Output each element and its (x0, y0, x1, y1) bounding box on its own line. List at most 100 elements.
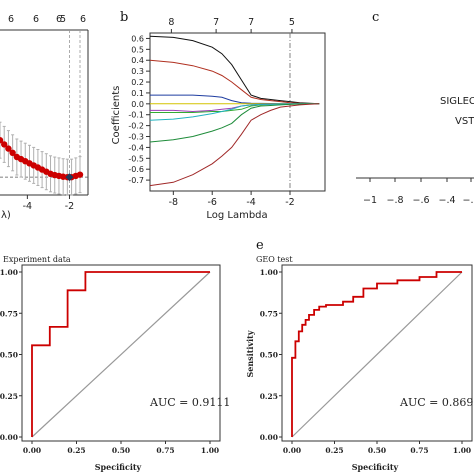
panel-e: e GEO test Sensitivity 1.000.750.500.250… (245, 238, 474, 472)
panel-b: b Coefficients 8 7 7 5 0.6 0.5 0.4 0.3 0.2 0.1 0.… (111, 10, 326, 221)
panel-b-series-line (149, 103, 320, 143)
panel-b-top-tick: 5 (289, 17, 295, 28)
panel-b-y-ticks: 0.6 0.5 0.4 0.3 0.2 0.1 0.0 -0.1 -0.2 -0.3-0.4 -0.… (128, 34, 150, 185)
panel-e-x-tick: 1.00 (453, 446, 471, 455)
panel-c: c SIGLEC VST −1 −.8 −.6 −.4 −.2 (356, 10, 474, 206)
panel-a-top-tick: 6 (56, 14, 62, 25)
panel-b-y-tick: -0.2 (128, 122, 144, 131)
panel-a-top-tick: 6 (80, 14, 86, 25)
panel-a-point (76, 171, 84, 178)
panel-d-title: Experiment data (3, 255, 71, 264)
panel-b-y-tick: 0.0 (131, 100, 144, 109)
panel-c-letter: c (372, 10, 379, 25)
panel-a-top-tick: 5 (60, 14, 66, 25)
panel-c-x-tick: −.4 (438, 195, 455, 206)
panel-e-y-tick: 0.00 (260, 433, 278, 442)
panel-b-y-label: Coefficients (111, 86, 122, 145)
panel-e-x-label: Specificity (352, 462, 399, 472)
panel-e-x-ticks: 0.00 0.25 0.50 0.75 1.00 (283, 441, 471, 455)
panel-e-y-tick: 0.50 (260, 351, 278, 360)
panel-b-x-tick: -4 (246, 197, 255, 208)
panel-d-plot (31, 271, 211, 438)
panel-b-y-tick: 0.5 (131, 45, 144, 54)
panel-b-y-tick: -0.4 (128, 143, 144, 152)
panel-a-top-tick: 6 (33, 14, 39, 25)
panel-d-auc: AUC = 0.9111 (149, 396, 230, 409)
panel-a-x-ticks: -4 -2 (23, 195, 74, 212)
panel-b-series-line (149, 59, 320, 105)
panel-b-y-tick: 0.1 (131, 89, 144, 98)
panel-d-frame (21, 264, 221, 442)
panel-c-x-tick: −1 (363, 195, 377, 206)
panel-a-points (0, 121, 84, 196)
panel-c-x-tick: −.6 (412, 195, 429, 206)
panel-c-label: SIGLEC (440, 96, 474, 107)
panel-b-y-tick: 0.3 (131, 67, 144, 76)
panel-e-frame (281, 264, 473, 442)
panel-c-x-tick: −.8 (386, 195, 403, 206)
panel-d-diagonal (31, 271, 211, 438)
panel-b-top-tick: 7 (248, 17, 254, 28)
panel-c-x-tick: −.2 (462, 195, 474, 206)
panel-d-y-tick: 0.25 (0, 392, 18, 401)
panel-b-y-tick: 0.4 (131, 56, 144, 65)
panel-b-x-tick: -8 (169, 197, 178, 208)
panel-a-point (9, 149, 16, 156)
panel-d-x-tick: 1.00 (201, 446, 219, 455)
panel-e-diagonal (291, 271, 463, 438)
panel-a-point (1, 141, 8, 148)
panel-e-y-label: Sensitivity (245, 330, 255, 377)
panel-b-top-tick: 7 (213, 17, 219, 28)
panel-b-y-tick: -0.1 (128, 111, 144, 120)
panel-d-x-label: Specificity (95, 462, 142, 472)
panel-d-x-tick: 0.50 (112, 446, 130, 455)
panel-e-roc-curve (291, 271, 462, 437)
panel-b-x-tick: -2 (285, 197, 294, 208)
panel-d-roc-curve (31, 271, 210, 437)
panel-b-x-label: Log Lambda (206, 210, 267, 221)
panel-d-y-tick: 0.50 (0, 351, 18, 360)
panel-d-x-tick: 0.75 (156, 446, 174, 455)
panel-b-y-tick: 0.2 (131, 78, 144, 87)
panel-e-title: GEO test (256, 255, 293, 264)
panel-b-x-ticks: -8 -6 -4 -2 (169, 191, 295, 208)
panel-b-y-tick: -0.5 (128, 154, 144, 163)
panel-b-series-line (149, 103, 320, 187)
panel-a-x-tick: -4 (23, 201, 32, 212)
panel-b-y-tick: -0.6 (128, 165, 144, 174)
panel-a-top-tick: 6 (8, 14, 14, 25)
panel-d-x-tick: 0.25 (67, 446, 85, 455)
panel-e-x-tick: 0.75 (410, 446, 428, 455)
panel-d-y-tick: 0.00 (0, 433, 18, 442)
panel-a-x-tick: -2 (65, 201, 74, 212)
panel-e-auc: AUC = 0.8691 (399, 396, 474, 409)
panel-e-letter: e (256, 238, 264, 253)
panel-e-x-tick: 0.25 (325, 446, 343, 455)
panel-b-series-line (149, 35, 320, 105)
panel-d-y-tick: 1.00 (0, 268, 18, 277)
panel-a-x-label: λ) (1, 210, 11, 221)
panel-b-series (149, 33, 320, 191)
panel-b-x-tick: -6 (207, 197, 216, 208)
panel-e-x-tick: 0.00 (283, 446, 301, 455)
panel-d-x-tick: 0.00 (23, 446, 41, 455)
panel-c-label: VST (455, 116, 474, 127)
panel-a-min-marker (65, 173, 74, 182)
panel-e-y-tick: 1.00 (260, 268, 278, 277)
panel-d-x-ticks: 0.00 0.25 0.50 0.75 1.00 (23, 441, 219, 455)
panel-a-point (5, 145, 12, 152)
panel-b-y-tick: 0.6 (131, 34, 144, 43)
panel-e-x-tick: 0.50 (368, 446, 386, 455)
panel-d-y-ticks: 1.00 0.75 0.50 0.25 0.00 (0, 268, 22, 442)
panel-b-top-tick: 8 (168, 17, 174, 28)
panel-b-letter: b (120, 10, 128, 25)
panel-b-top-ticks: 8 7 7 5 (168, 17, 295, 33)
panel-e-y-tick: 0.75 (260, 309, 278, 318)
panel-d-y-tick: 0.75 (0, 309, 18, 318)
panel-c-x-ticks: −1 −.8 −.6 −.4 −.2 (363, 178, 474, 206)
panel-e-y-tick: 0.25 (260, 392, 278, 401)
panel-e-y-ticks: 1.00 0.75 0.50 0.25 0.00 (260, 268, 282, 442)
panel-d: Experiment data 1.00 0.75 0.50 0.25 0.00 0.0… (0, 255, 230, 472)
panel-b-y-tick: -0.7 (128, 176, 144, 185)
